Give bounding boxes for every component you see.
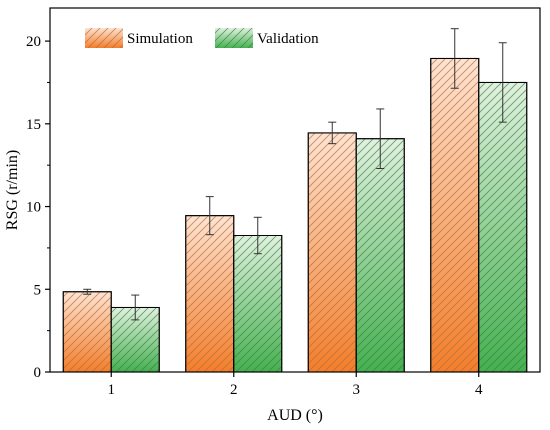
bar-simulation-4 <box>430 57 480 373</box>
error-bar-simulation-3 <box>328 121 337 145</box>
legend-item-simulation: Simulation <box>85 28 193 48</box>
y-tick-label: 20 <box>26 34 41 50</box>
x-tick-label: 3 <box>353 382 361 398</box>
plot-frame <box>49 7 541 373</box>
error-bar-validation-3 <box>376 108 385 169</box>
y-tick-label: 5 <box>34 282 42 298</box>
bar-validation-2 <box>233 235 283 373</box>
error-bar-validation-1 <box>131 294 140 321</box>
y-tick-label: 15 <box>26 117 41 133</box>
bar-validation-4 <box>478 81 528 373</box>
bar-simulation-3 <box>307 132 357 373</box>
x-axis-title: AUD (°) <box>267 407 323 424</box>
error-bar-simulation-1 <box>83 288 92 295</box>
y-axis: 0 5 10 15 20 <box>26 34 50 381</box>
legend: Simulation Validation <box>85 28 319 48</box>
error-bar-simulation-4 <box>450 28 459 89</box>
error-bar-validation-4 <box>498 42 507 123</box>
error-bar-validation-2 <box>253 216 262 255</box>
bar-validation-3 <box>355 138 405 373</box>
bar-simulation-2 <box>185 215 235 373</box>
error-bar-group <box>83 28 507 321</box>
bar-simulation-1 <box>62 291 112 373</box>
legend-item-validation: Validation <box>215 28 319 48</box>
y-tick-label: 0 <box>34 365 42 381</box>
bar-series-group <box>62 57 528 373</box>
y-tick-label: 10 <box>26 200 41 216</box>
x-axis: 1 2 3 4 <box>108 372 483 398</box>
legend-label: Validation <box>257 31 319 47</box>
x-tick-label: 2 <box>230 382 238 398</box>
x-tick-label: 4 <box>475 382 483 398</box>
y-axis-title: RSG (r/min) <box>4 150 21 230</box>
error-bar-simulation-2 <box>205 196 214 236</box>
x-tick-label: 1 <box>108 382 116 398</box>
legend-label: Simulation <box>127 31 193 47</box>
